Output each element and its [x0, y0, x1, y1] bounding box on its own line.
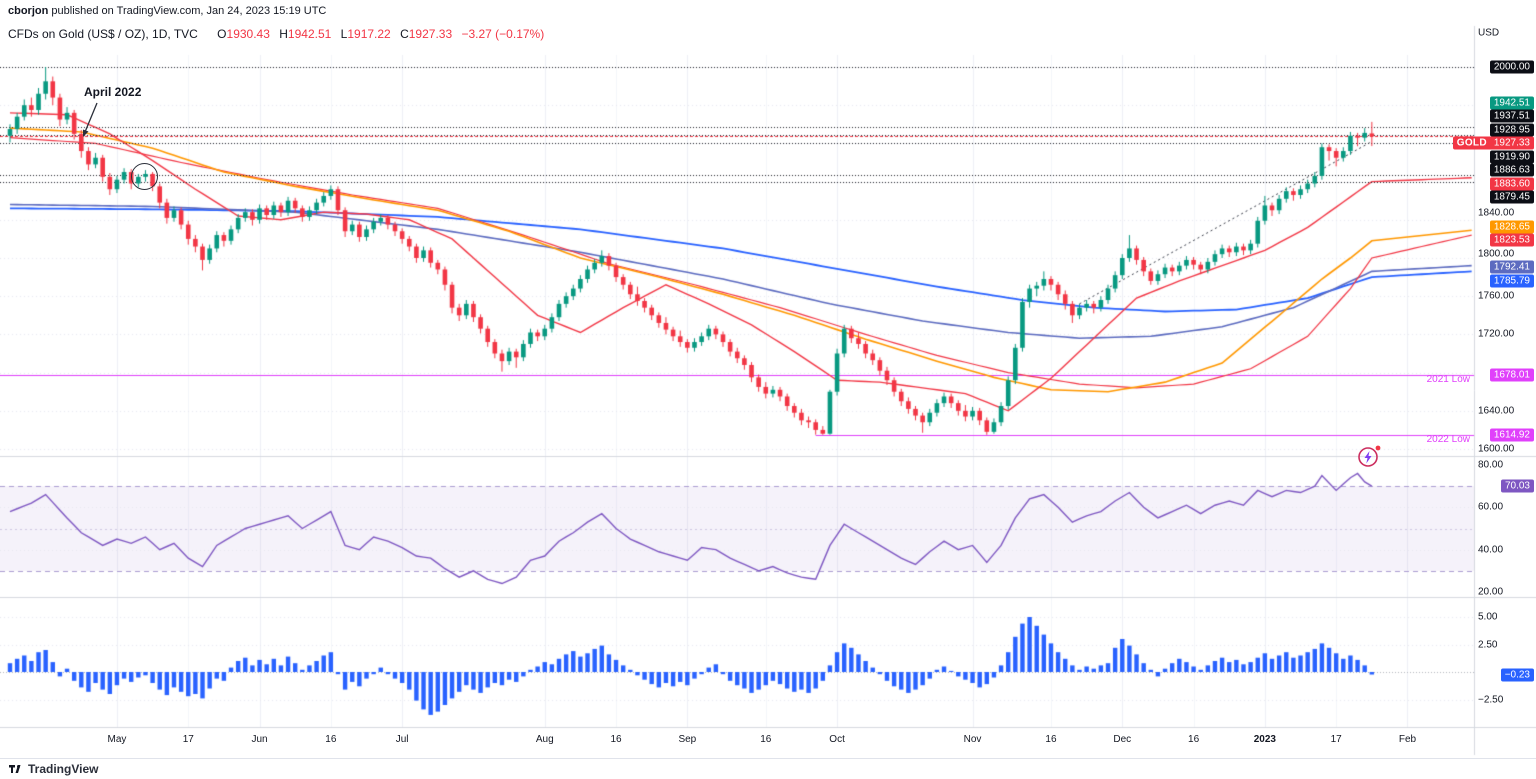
publish-attribution: cborjon published on TradingView.com, Ja… — [8, 5, 326, 17]
price-price-badge: 1823.53 — [1489, 233, 1534, 247]
close-label: C — [400, 27, 409, 41]
high-value: 1942.51 — [287, 27, 332, 41]
rsi-scale-label: 20.00 — [1478, 586, 1504, 598]
price-price-badge: 1886.63 — [1489, 163, 1534, 177]
price-price-badge: 1928.95 — [1489, 123, 1534, 137]
price-scale-label: 1600.00 — [1478, 443, 1515, 455]
change-value: −3.27 (−0.17%) — [461, 27, 545, 41]
gold-symbol-tag: GOLD — [1456, 137, 1487, 149]
price-price-badge: 1919.90 — [1489, 150, 1534, 164]
price-scale-label: 1800.00 — [1478, 248, 1515, 260]
time-axis-tick: Jul — [395, 734, 409, 745]
symbol-header: CFDs on Gold (US$ / OZ), 1D, TVC O1930.4… — [8, 27, 544, 41]
publish-text: published on TradingView.com, Jan 24, 20… — [48, 5, 327, 17]
axis-currency-label: USD — [1478, 27, 1500, 39]
time-axis-tick: 2023 — [1253, 734, 1276, 745]
time-axis-tick: 16 — [610, 734, 622, 745]
price-price-badge: 1879.45 — [1489, 190, 1534, 204]
symbol-title: CFDs on Gold (US$ / OZ), 1D, TVC — [8, 27, 198, 41]
hist-scale-label: 5.00 — [1478, 611, 1498, 623]
open-label: O — [217, 27, 227, 41]
time-axis-tick: 16 — [1188, 734, 1200, 745]
price-axis[interactable]: USD 2000.00 1942.51 1937.51 1928.95 GOLD 1927… — [1436, 0, 1536, 755]
time-axis-tick: Jun — [251, 734, 268, 745]
rsi-scale-label: 60.00 — [1478, 501, 1504, 513]
time-axis-tick: Aug — [535, 734, 554, 745]
time-axis-tick: Nov — [963, 734, 982, 745]
rsi-scale-label: 40.00 — [1478, 544, 1504, 556]
publish-author: cborjon — [8, 5, 49, 17]
tradingview-brand-link[interactable]: TradingView — [28, 762, 99, 776]
hist-scale-label: −2.50 — [1478, 694, 1504, 705]
price-price-badge: GOLD 1927.33 — [1452, 136, 1534, 150]
time-axis-tick: 17 — [182, 734, 194, 745]
time-axis-tick: 16 — [325, 734, 337, 745]
price-scale-label: 1640.00 — [1478, 405, 1515, 417]
april-2022-annotation: April 2022 — [84, 85, 142, 99]
time-axis-tick: Oct — [829, 734, 845, 745]
price-price-badge: 2000.00 — [1489, 60, 1534, 74]
hist-scale-label: 2.50 — [1478, 639, 1498, 650]
price-price-badge: 1942.51 — [1489, 96, 1534, 110]
price-price-badge: 1785.79 — [1489, 274, 1534, 288]
time-axis-tick: May — [107, 734, 127, 745]
price-price-badge: 1678.01 — [1489, 368, 1534, 381]
tradingview-logo-icon[interactable] — [8, 762, 22, 776]
time-axis[interactable]: May 17 Jun 16 Jul Aug 16 Sep 16 Oct Nov 16 Dec 16 2023… — [0, 730, 1474, 750]
time-axis-tick: Dec — [1113, 734, 1132, 745]
annotation-arrow-icon — [83, 102, 98, 137]
low-value: 1917.22 — [347, 27, 391, 41]
price-scale-label: 1760.00 — [1478, 290, 1515, 302]
footer-bar: TradingView — [0, 758, 1536, 779]
rsi-price-badge: 70.03 — [1500, 479, 1534, 493]
price-scale-label: 1840.00 — [1478, 207, 1515, 219]
close-value: 1927.33 — [408, 27, 453, 41]
open-value: 1930.43 — [226, 27, 270, 41]
price-price-badge: 1828.65 — [1489, 220, 1534, 234]
time-axis-tick: 16 — [760, 734, 772, 745]
time-axis-tick: 16 — [1045, 734, 1057, 745]
time-axis-tick: Sep — [678, 734, 697, 745]
circle-annotation — [131, 163, 158, 190]
rsi-scale-label: 80.00 — [1478, 459, 1504, 471]
time-axis-tick: 17 — [1330, 734, 1342, 745]
price-price-badge: 1937.51 — [1489, 109, 1534, 123]
time-axis-tick: Feb — [1398, 734, 1417, 745]
price-price-badge: 1792.41 — [1489, 260, 1534, 274]
low-2021-label: 2021 Low — [1426, 374, 1470, 385]
price-scale-label: 1720.00 — [1478, 328, 1515, 340]
low-2022-label: 2022 Low — [1426, 434, 1470, 445]
high-label: H — [279, 27, 288, 41]
price-price-badge: 1883.60 — [1489, 177, 1534, 191]
flash-idea-icon[interactable] — [1357, 443, 1383, 469]
price-price-badge: 1614.92 — [1489, 428, 1534, 442]
hist-price-badge: −0.23 — [1500, 668, 1534, 682]
low-label: L — [340, 27, 348, 41]
